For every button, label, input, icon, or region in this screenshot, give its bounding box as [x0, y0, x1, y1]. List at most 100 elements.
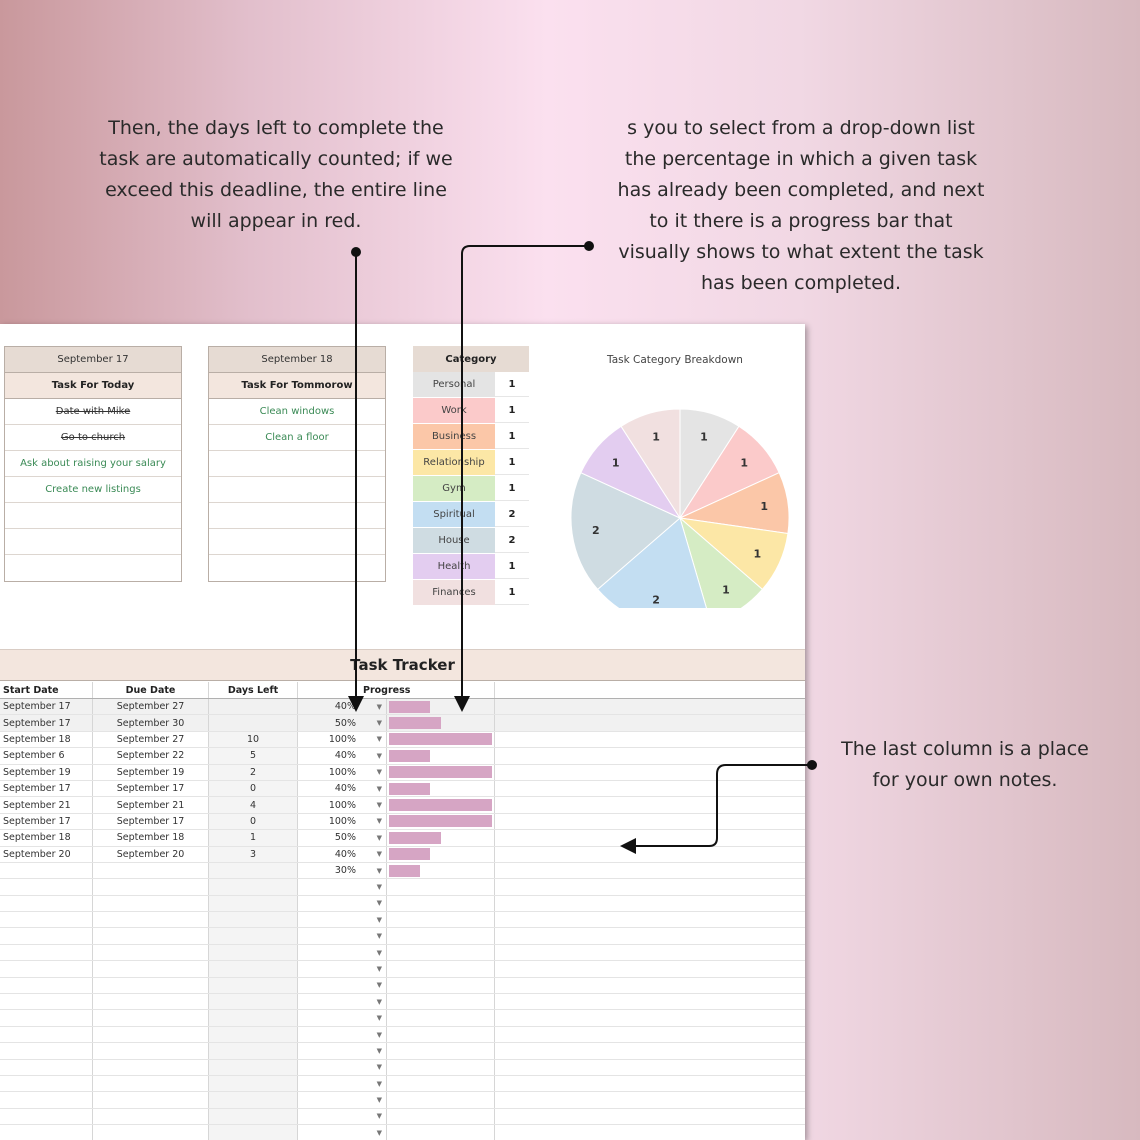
due-date-cell[interactable]: September 18: [93, 830, 209, 846]
due-date-cell[interactable]: [93, 895, 209, 912]
notes-cell[interactable]: [495, 912, 805, 927]
due-date-cell[interactable]: September 21: [93, 797, 209, 813]
progress-select[interactable]: ▼: [298, 977, 387, 994]
start-date-cell[interactable]: [0, 1010, 93, 1026]
notes-cell[interactable]: [495, 748, 805, 763]
notes-cell[interactable]: [495, 715, 805, 730]
start-date-cell[interactable]: September 17: [0, 780, 93, 797]
notes-cell[interactable]: [495, 732, 805, 747]
task-item[interactable]: [209, 503, 385, 529]
dropdown-arrow-icon[interactable]: ▼: [376, 801, 382, 810]
dropdown-arrow-icon[interactable]: ▼: [376, 915, 382, 924]
due-date-cell[interactable]: September 20: [93, 846, 209, 862]
days-left-cell[interactable]: [209, 1059, 298, 1075]
dropdown-arrow-icon[interactable]: ▼: [376, 735, 382, 744]
start-date-cell[interactable]: [0, 1075, 93, 1092]
days-left-cell[interactable]: [209, 699, 298, 715]
days-left-cell[interactable]: [209, 928, 298, 944]
start-date-cell[interactable]: September 21: [0, 797, 93, 813]
progress-select[interactable]: ▼: [298, 1075, 387, 1092]
task-item[interactable]: [209, 529, 385, 555]
due-date-cell[interactable]: [93, 994, 209, 1010]
days-left-cell[interactable]: [209, 977, 298, 994]
progress-select[interactable]: ▼: [298, 1010, 387, 1026]
due-date-cell[interactable]: [93, 977, 209, 994]
notes-cell[interactable]: [495, 961, 805, 976]
days-left-cell[interactable]: [209, 912, 298, 928]
days-left-cell[interactable]: [209, 1010, 298, 1026]
progress-select[interactable]: 50% ▼: [298, 715, 387, 731]
progress-select[interactable]: ▼: [298, 961, 387, 977]
task-item[interactable]: Clean windows: [209, 399, 385, 425]
days-left-cell[interactable]: [209, 1026, 298, 1043]
start-date-cell[interactable]: [0, 895, 93, 912]
dropdown-arrow-icon[interactable]: ▼: [376, 932, 382, 941]
days-left-cell[interactable]: [209, 895, 298, 912]
days-left-cell[interactable]: [209, 862, 298, 879]
progress-select[interactable]: ▼: [298, 944, 387, 961]
task-item[interactable]: [209, 477, 385, 503]
days-left-cell[interactable]: 10: [209, 731, 298, 748]
dropdown-arrow-icon[interactable]: ▼: [376, 1096, 382, 1105]
days-left-cell[interactable]: [209, 1043, 298, 1059]
progress-select[interactable]: ▼: [298, 1043, 387, 1059]
progress-select[interactable]: ▼: [298, 994, 387, 1010]
due-date-cell[interactable]: [93, 928, 209, 944]
dropdown-arrow-icon[interactable]: ▼: [376, 702, 382, 711]
due-date-cell[interactable]: [93, 1108, 209, 1125]
start-date-cell[interactable]: [0, 1125, 93, 1140]
dropdown-arrow-icon[interactable]: ▼: [376, 850, 382, 859]
progress-select[interactable]: 40% ▼: [298, 780, 387, 797]
dropdown-arrow-icon[interactable]: ▼: [376, 1079, 382, 1088]
due-date-cell[interactable]: [93, 961, 209, 977]
task-item[interactable]: Clean a floor: [209, 425, 385, 451]
notes-cell[interactable]: [495, 1060, 805, 1075]
notes-cell[interactable]: [495, 765, 805, 780]
progress-select[interactable]: 40% ▼: [298, 699, 387, 715]
notes-cell[interactable]: [495, 1010, 805, 1025]
due-date-cell[interactable]: September 22: [93, 748, 209, 764]
days-left-cell[interactable]: 2: [209, 764, 298, 780]
progress-select[interactable]: 30% ▼: [298, 862, 387, 879]
progress-select[interactable]: ▼: [298, 912, 387, 928]
dropdown-arrow-icon[interactable]: ▼: [376, 866, 382, 875]
dropdown-arrow-icon[interactable]: ▼: [376, 1112, 382, 1121]
progress-select[interactable]: 40% ▼: [298, 846, 387, 862]
progress-select[interactable]: 40% ▼: [298, 748, 387, 764]
due-date-cell[interactable]: [93, 944, 209, 961]
start-date-cell[interactable]: [0, 1108, 93, 1125]
days-left-cell[interactable]: 3: [209, 846, 298, 862]
progress-select[interactable]: ▼: [298, 1026, 387, 1043]
notes-cell[interactable]: [495, 994, 805, 1009]
start-date-cell[interactable]: September 17: [0, 715, 93, 731]
notes-cell[interactable]: [495, 699, 805, 714]
task-item[interactable]: Go to church: [5, 425, 181, 451]
notes-cell[interactable]: [495, 1109, 805, 1124]
due-date-cell[interactable]: September 19: [93, 764, 209, 780]
notes-cell[interactable]: [495, 1043, 805, 1058]
start-date-cell[interactable]: [0, 912, 93, 928]
days-left-cell[interactable]: 0: [209, 813, 298, 830]
start-date-cell[interactable]: [0, 1092, 93, 1108]
start-date-cell[interactable]: September 18: [0, 731, 93, 748]
progress-select[interactable]: ▼: [298, 879, 387, 895]
progress-select[interactable]: ▼: [298, 1059, 387, 1075]
notes-cell[interactable]: [495, 1076, 805, 1091]
notes-cell[interactable]: [495, 1125, 805, 1140]
start-date-cell[interactable]: [0, 1026, 93, 1043]
notes-cell[interactable]: [495, 1092, 805, 1107]
days-left-cell[interactable]: 1: [209, 830, 298, 846]
days-left-cell[interactable]: 5: [209, 748, 298, 764]
dropdown-arrow-icon[interactable]: ▼: [376, 1030, 382, 1039]
dropdown-arrow-icon[interactable]: ▼: [376, 784, 382, 793]
start-date-cell[interactable]: September 6: [0, 748, 93, 764]
dropdown-arrow-icon[interactable]: ▼: [376, 817, 382, 826]
notes-cell[interactable]: [495, 928, 805, 943]
due-date-cell[interactable]: [93, 912, 209, 928]
progress-select[interactable]: 100% ▼: [298, 731, 387, 748]
start-date-cell[interactable]: [0, 977, 93, 994]
dropdown-arrow-icon[interactable]: ▼: [376, 768, 382, 777]
progress-select[interactable]: 100% ▼: [298, 797, 387, 813]
days-left-cell[interactable]: 4: [209, 797, 298, 813]
task-item[interactable]: [209, 555, 385, 581]
